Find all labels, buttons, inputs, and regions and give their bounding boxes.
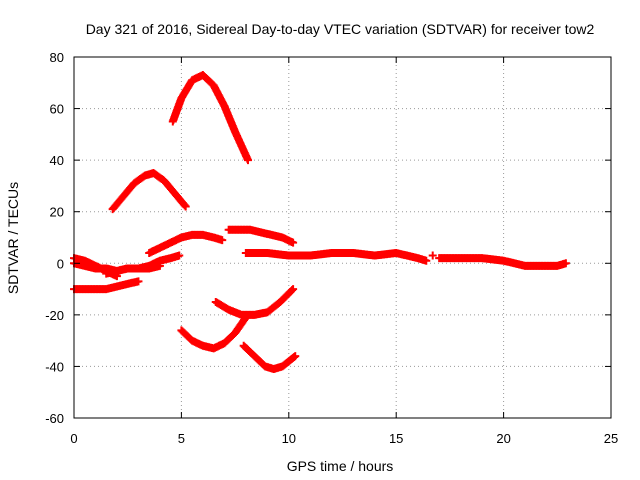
y-tick-label: 0 bbox=[57, 256, 64, 271]
data-point bbox=[561, 259, 570, 268]
x-tick-label: 10 bbox=[282, 431, 296, 446]
data-point bbox=[289, 285, 298, 294]
y-tick-label: 60 bbox=[50, 102, 64, 117]
series-early-c bbox=[102, 261, 164, 278]
series-long-near-zero bbox=[241, 248, 431, 265]
series-arc-minus-20 bbox=[211, 285, 298, 319]
x-tick-label: 20 bbox=[496, 431, 510, 446]
tick-layer: 0 5 10 15 20 25 -60 -40 -20 0 20 40 60 80 bbox=[45, 50, 618, 446]
x-tick-label: 5 bbox=[178, 431, 185, 446]
x-tick-label: 15 bbox=[389, 431, 403, 446]
series-arc-peak-73 bbox=[168, 71, 252, 165]
y-tick-label: -60 bbox=[45, 411, 64, 426]
y-tick-label: 40 bbox=[50, 153, 64, 168]
data-point bbox=[422, 256, 431, 265]
series-arc-10 bbox=[145, 230, 227, 257]
y-tick-label: -20 bbox=[45, 308, 64, 323]
y-tick-label: 20 bbox=[50, 205, 64, 220]
series-tail-near-zero bbox=[435, 254, 570, 270]
series-arc-12 bbox=[224, 225, 298, 247]
grid-layer bbox=[74, 57, 611, 418]
series-isolated bbox=[428, 251, 437, 260]
data-point bbox=[155, 261, 164, 270]
x-axis-label: GPS time / hours bbox=[287, 458, 394, 474]
series-early-low bbox=[70, 277, 143, 294]
y-axis-label: SDTVAR / TECUs bbox=[5, 182, 21, 294]
data-point bbox=[291, 352, 300, 361]
x-tick-label: 25 bbox=[604, 431, 618, 446]
series-arc-peak-35 bbox=[108, 169, 190, 214]
data-point bbox=[241, 313, 250, 322]
y-tick-label: 80 bbox=[50, 50, 64, 65]
data-point bbox=[243, 156, 252, 165]
series-arc-minus-33 bbox=[177, 313, 250, 353]
data-point bbox=[428, 251, 437, 260]
data-point bbox=[175, 251, 184, 260]
data-point bbox=[181, 202, 190, 211]
data-point bbox=[289, 238, 298, 247]
x-tick-label: 0 bbox=[70, 431, 77, 446]
series-layer bbox=[70, 71, 570, 374]
plot-frame bbox=[73, 56, 612, 419]
data-point bbox=[288, 286, 297, 295]
data-point bbox=[218, 236, 227, 245]
data-point bbox=[134, 277, 143, 286]
series-arc-minus-40 bbox=[239, 341, 300, 374]
chart-title: Day 321 of 2016, Sidereal Day-to-day VTE… bbox=[86, 21, 595, 37]
y-tick-label: -40 bbox=[45, 359, 64, 374]
